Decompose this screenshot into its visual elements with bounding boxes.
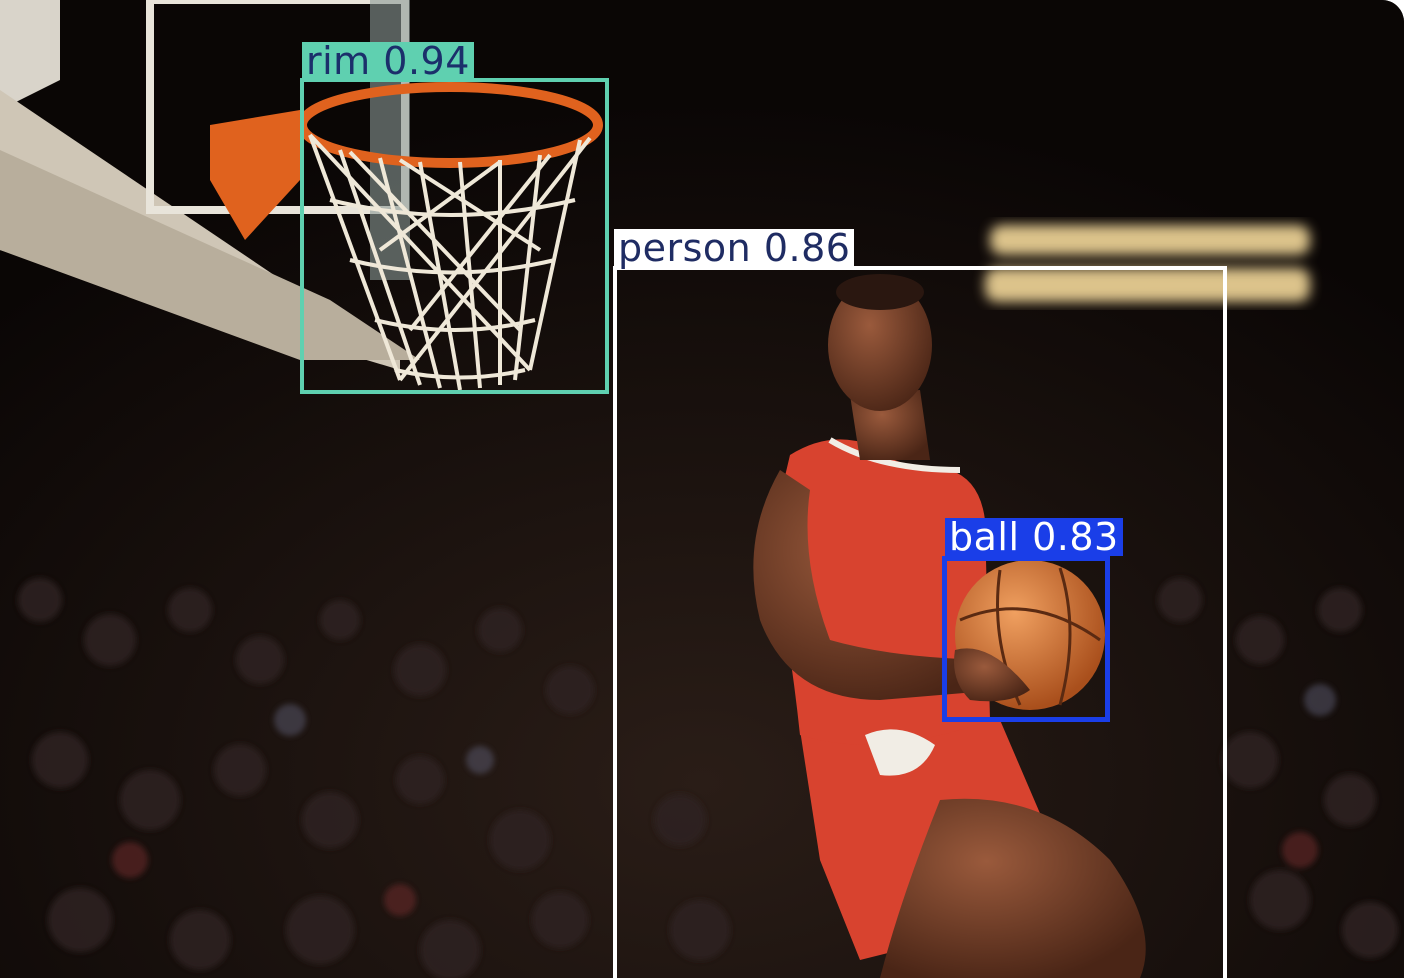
scoreboard-lights — [985, 225, 1310, 302]
ball-bounding-box — [942, 556, 1110, 722]
rim-bounding-box — [300, 78, 609, 394]
rim-bracket — [210, 110, 300, 240]
person-detection-label: person 0.86 — [614, 229, 855, 267]
hand — [954, 648, 1030, 702]
ball-detection-label: ball 0.83 — [945, 518, 1123, 556]
net — [308, 133, 592, 391]
person-bounding-box — [613, 266, 1227, 978]
crowd — [18, 578, 1398, 978]
player — [753, 274, 1146, 978]
rim-detection-label: rim 0.94 — [302, 42, 474, 80]
